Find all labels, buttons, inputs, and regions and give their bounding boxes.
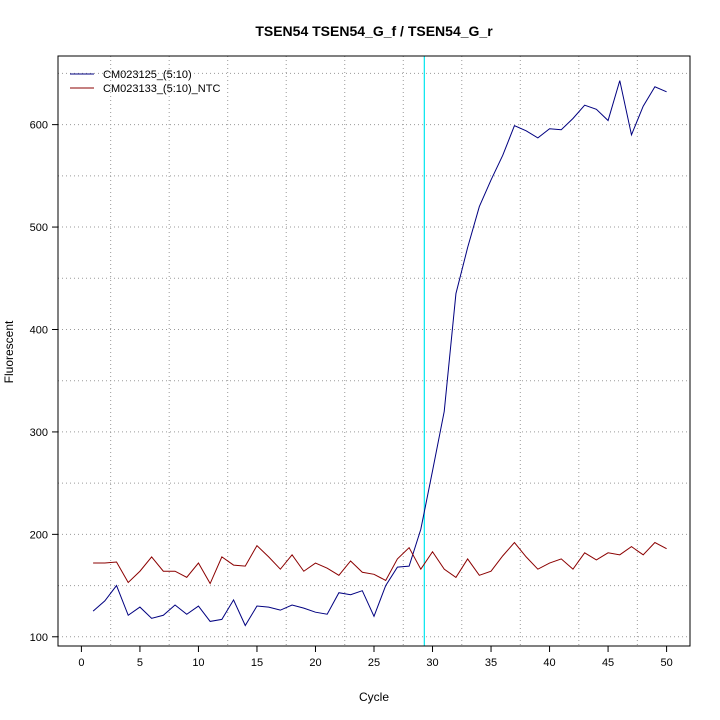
x-axis-title: Cycle (359, 690, 389, 704)
y-tick-label: 400 (30, 324, 48, 336)
y-tick-label: 600 (30, 120, 48, 132)
grid-lines (58, 56, 690, 646)
x-tick-label: 0 (78, 657, 84, 669)
y-tick-label: 500 (30, 222, 48, 234)
chart-title: TSEN54 TSEN54_G_f / TSEN54_G_r (255, 23, 493, 39)
legend: CM023125_(5:10) CM023133_(5:10)_NTC (70, 69, 220, 95)
x-tick-label: 10 (192, 657, 204, 669)
series-layer (92, 80, 667, 627)
x-tick-label: 5 (137, 657, 143, 669)
x-tick-label: 40 (543, 657, 555, 669)
legend-label-1: CM023125_(5:10) (103, 69, 192, 81)
x-tick-label: 30 (426, 657, 438, 669)
x-tick-label: 50 (660, 657, 672, 669)
x-tick-label: 15 (251, 657, 263, 669)
y-tick-label: 200 (30, 529, 48, 541)
series-line-1 (92, 80, 667, 627)
y-axis-title: Fluorescent (2, 320, 16, 383)
x-tick-label: 20 (309, 657, 321, 669)
y-axis: 100 200 300 400 500 600 (30, 120, 58, 644)
y-tick-label: 100 (30, 632, 48, 644)
x-tick-label: 45 (602, 657, 614, 669)
legend-label-2: CM023133_(5:10)_NTC (103, 83, 220, 95)
x-axis: 0 5 10 15 20 25 30 35 40 45 50 (78, 646, 673, 669)
x-tick-label: 35 (485, 657, 497, 669)
series-line-2 (93, 541, 667, 585)
x-tick-label: 25 (368, 657, 380, 669)
y-tick-label: 300 (30, 427, 48, 439)
